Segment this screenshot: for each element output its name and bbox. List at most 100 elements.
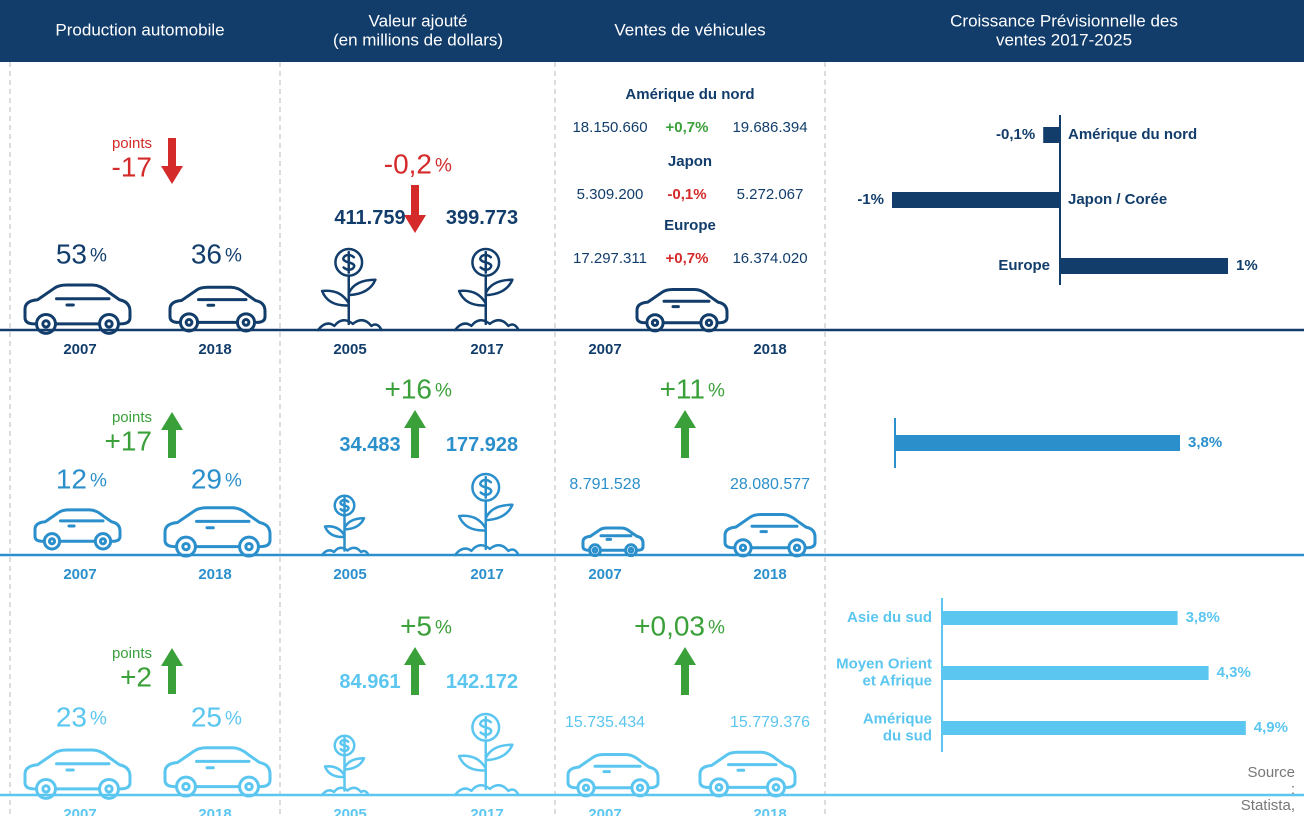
- year: 2005: [333, 805, 367, 816]
- dollar-value: 142.172: [445, 671, 519, 693]
- arrow: [404, 647, 426, 695]
- year: 2007: [588, 565, 622, 583]
- bar: [942, 721, 1246, 735]
- value-label: -0,1%: [996, 125, 1036, 143]
- share-value: 53: [55, 238, 87, 270]
- car-body: [725, 515, 815, 548]
- region-name: Amérique du nord: [625, 85, 755, 103]
- share-value: 36: [190, 238, 222, 270]
- share-value: 29: [190, 463, 222, 495]
- coin-symbol: [341, 738, 349, 753]
- car-wheel: [177, 537, 196, 556]
- arrow: [161, 412, 183, 458]
- car-wheel: [240, 777, 259, 796]
- car-wheel: [590, 545, 601, 556]
- sales-change: -0,1%: [667, 185, 707, 203]
- category-label: Asie du sud: [846, 608, 932, 626]
- category-label: Amérique du sud: [862, 710, 932, 744]
- change-value: -17: [111, 151, 152, 183]
- coin-symbol: [480, 252, 491, 273]
- bar: [942, 611, 1178, 625]
- share-value: 25: [190, 701, 222, 733]
- car-hub: [106, 321, 112, 327]
- category-label: Japon / Corée: [1068, 190, 1168, 208]
- car-hub: [246, 543, 252, 549]
- sales-value: 5.272.067: [736, 185, 804, 203]
- car-hub: [246, 783, 252, 789]
- year: 2017: [470, 565, 504, 583]
- year: 2017: [470, 340, 504, 358]
- plant-icon: [322, 736, 369, 795]
- value-label: 4,9%: [1253, 718, 1288, 736]
- dollar-value: 177.928: [445, 434, 519, 456]
- bar: [892, 192, 1060, 208]
- coin-symbol: [480, 717, 491, 738]
- car-wheel: [180, 314, 197, 331]
- category-label: Europe: [998, 256, 1050, 274]
- column-header: Valeur ajouté (en millions de dollars): [332, 11, 504, 49]
- car-body: [25, 750, 130, 789]
- region-name: Japon: [667, 152, 713, 170]
- car-hub: [183, 543, 189, 549]
- dollar-value: 411.759: [334, 207, 406, 229]
- sales-value: 18.150.660: [572, 118, 648, 136]
- car-hub: [43, 786, 49, 792]
- unit: %: [435, 155, 452, 177]
- change-value: +5: [400, 610, 432, 642]
- arrow: [674, 410, 696, 458]
- change-value: +11: [659, 373, 705, 405]
- year: 2007: [588, 805, 622, 816]
- car-wheel: [789, 540, 805, 556]
- car-hub: [49, 539, 54, 544]
- sales-change: +0,7%: [665, 118, 709, 136]
- car-body: [170, 287, 265, 322]
- car-body: [637, 290, 727, 323]
- car-wheel: [767, 779, 784, 796]
- unit: %: [225, 470, 242, 492]
- car-hub: [629, 548, 633, 552]
- car-wheel: [37, 779, 56, 798]
- car-wheel: [100, 779, 119, 798]
- arrow: [161, 138, 183, 184]
- car-icon: [583, 528, 643, 556]
- car-wheel: [237, 314, 254, 331]
- change-caption: points: [111, 408, 152, 426]
- region-name: Europe: [664, 216, 716, 234]
- car-icon: [700, 752, 795, 796]
- year: 2018: [198, 340, 232, 358]
- stem-leaves: [455, 276, 519, 330]
- year: 2018: [753, 805, 787, 816]
- car-body: [165, 508, 270, 547]
- change-caption: points: [111, 644, 152, 662]
- year: 2007: [63, 565, 97, 583]
- car-hub: [593, 548, 597, 552]
- dollar-value: 399.773: [445, 207, 519, 229]
- dollar-value: 84.961: [339, 671, 401, 693]
- car-body: [25, 285, 130, 324]
- bar: [1043, 127, 1060, 143]
- sales-value: 15.779.376: [729, 714, 811, 732]
- car-icon: [725, 515, 815, 556]
- car-hub: [43, 321, 49, 327]
- car-hub: [716, 785, 722, 791]
- unit: %: [225, 245, 242, 267]
- car-wheel: [100, 314, 119, 333]
- change-value: -0,2: [383, 148, 432, 180]
- year: 2017: [470, 805, 504, 816]
- bar: [1060, 258, 1228, 274]
- arrow: [161, 648, 183, 694]
- car-body: [165, 748, 270, 787]
- source: Source : Statista, ONUDI, OICA: [1240, 763, 1295, 816]
- value-label: -1%: [857, 190, 884, 208]
- car-wheel: [632, 780, 648, 796]
- value-label: 3,8%: [1188, 433, 1223, 451]
- column-header: Croissance Prévisionnelle des ventes 201…: [950, 11, 1178, 49]
- arrow: [404, 410, 426, 458]
- sales-value: 19.686.394: [732, 118, 808, 136]
- unit: %: [435, 617, 452, 639]
- stem-leaves: [455, 741, 519, 795]
- stem-leaves: [322, 755, 369, 795]
- year: 2007: [63, 805, 97, 816]
- sales-value: 5.309.200: [576, 185, 644, 203]
